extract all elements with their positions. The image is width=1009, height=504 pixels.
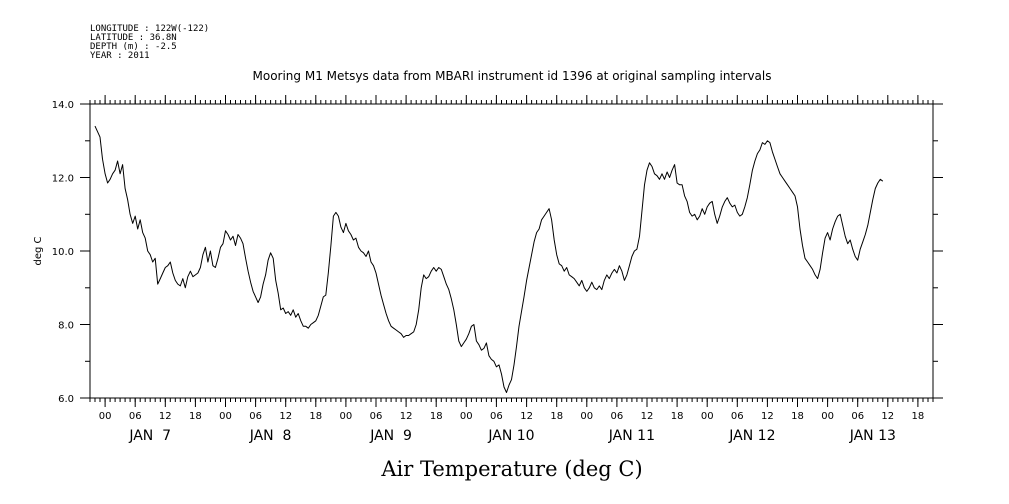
x-tick-label: 12 — [761, 411, 774, 422]
x-tick-label: 12 — [400, 411, 413, 422]
day-label: JAN 8 — [249, 428, 292, 444]
longitude-text: LONGITUDE : 122W(-122) — [90, 24, 209, 34]
day-label: JAN 11 — [608, 428, 655, 444]
minor-ticks — [89, 100, 934, 402]
y-tick-label: 14.0 — [52, 100, 74, 111]
chart-title: Mooring M1 Metsys data from MBARI instru… — [253, 69, 772, 83]
x-tick-label: 18 — [309, 411, 322, 422]
x-tick-label: 06 — [129, 411, 142, 422]
y-axis-ticks: 6.0 8.0 10.0 12.0 14.0 — [52, 100, 943, 405]
x-tick-label: 00 — [340, 411, 353, 422]
y-tick-label: 12.0 — [52, 174, 74, 185]
x-tick-label: 00 — [219, 411, 232, 422]
y-axis-label: deg C — [33, 236, 44, 265]
day-label: JAN 13 — [849, 428, 896, 444]
y-tick-label: 10.0 — [52, 247, 74, 258]
day-label: JAN 7 — [128, 428, 171, 444]
day-label: JAN 10 — [487, 428, 534, 444]
series-group — [94, 125, 884, 393]
station-metadata: LONGITUDE : 122W(-122) LATITUDE : 36.8N … — [90, 24, 209, 61]
x-tick-label: 12 — [881, 411, 894, 422]
x-tick-label: 18 — [912, 411, 925, 422]
day-label: JAN 9 — [369, 428, 412, 444]
x-tick-label: 18 — [189, 411, 202, 422]
day-label: JAN 12 — [728, 428, 775, 444]
x-tick-label: 12 — [279, 411, 292, 422]
plot-frame — [89, 103, 934, 399]
x-tick-label: 00 — [99, 411, 112, 422]
x-tick-label: 00 — [701, 411, 714, 422]
x-tick-label: 12 — [159, 411, 172, 422]
x-axis-ticks: 00 06 12 18 00 06 12 18 00 06 12 18 00 06 12 18 00 06 12 18… — [99, 95, 925, 444]
y-tick-label: 8.0 — [58, 321, 74, 332]
x-tick-label: 18 — [791, 411, 804, 422]
x-tick-label: 06 — [851, 411, 864, 422]
x-tick-label: 06 — [490, 411, 503, 422]
x-tick-label: 00 — [460, 411, 473, 422]
x-tick-label: 06 — [370, 411, 383, 422]
x-tick-label: 18 — [550, 411, 563, 422]
x-tick-label: 00 — [580, 411, 593, 422]
x-tick-label: 18 — [430, 411, 443, 422]
series-line — [94, 125, 884, 393]
x-tick-label: 18 — [671, 411, 684, 422]
x-tick-label: 12 — [520, 411, 533, 422]
latitude-text: LATITUDE : 36.8N — [90, 33, 177, 43]
chart-caption: Air Temperature (deg C) — [380, 457, 642, 481]
depth-text: DEPTH (m) : -2.5 — [90, 42, 177, 52]
x-tick-label: 06 — [249, 411, 262, 422]
x-tick-label: 06 — [611, 411, 624, 422]
x-tick-label: 12 — [641, 411, 654, 422]
year-text: YEAR : 2011 — [90, 51, 150, 61]
x-tick-label: 00 — [821, 411, 834, 422]
y-tick-label: 6.0 — [58, 394, 74, 405]
x-tick-label: 06 — [731, 411, 744, 422]
